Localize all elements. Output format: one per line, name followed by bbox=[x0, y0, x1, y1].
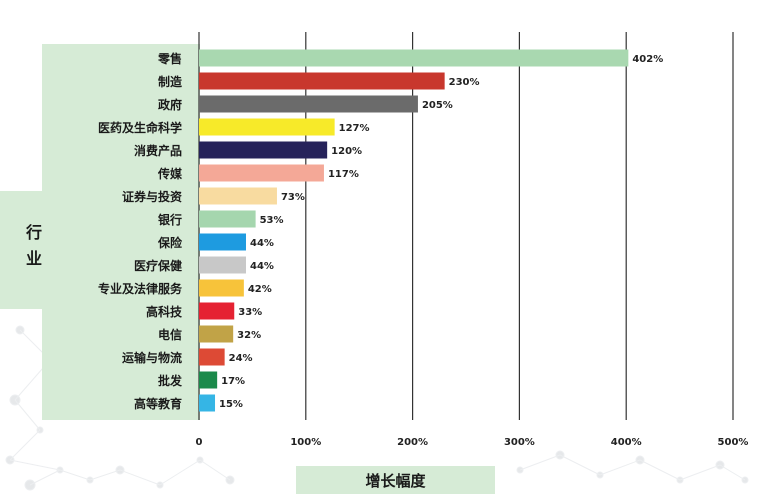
category-panel bbox=[42, 44, 200, 420]
x-tick-label: 200% bbox=[397, 437, 428, 448]
category-label: 零售 bbox=[157, 51, 182, 66]
category-label: 政府 bbox=[158, 97, 182, 112]
bar bbox=[199, 348, 225, 366]
category-label: 医药及生命科学 bbox=[98, 120, 182, 135]
y-axis-label-panel bbox=[0, 191, 64, 309]
bar bbox=[199, 302, 235, 320]
value-label: 24% bbox=[229, 353, 253, 364]
bar bbox=[199, 394, 216, 412]
category-label: 运输与物流 bbox=[122, 350, 182, 365]
bar bbox=[199, 118, 335, 136]
value-label: 32% bbox=[237, 330, 261, 341]
category-label: 电信 bbox=[158, 327, 182, 342]
category-label: 传媒 bbox=[157, 166, 183, 181]
x-axis-label: 增长幅度 bbox=[365, 471, 426, 490]
category-label: 批发 bbox=[158, 373, 183, 388]
value-label: 127% bbox=[339, 123, 370, 134]
bar bbox=[199, 371, 218, 389]
bar bbox=[199, 233, 246, 251]
x-tick-label: 400% bbox=[611, 437, 642, 448]
value-label: 33% bbox=[238, 307, 262, 318]
bar bbox=[199, 256, 246, 274]
value-label: 15% bbox=[219, 399, 243, 410]
value-label: 42% bbox=[248, 284, 272, 295]
category-label: 保险 bbox=[157, 235, 183, 250]
category-label: 证券与投资 bbox=[122, 189, 182, 204]
value-label: 73% bbox=[281, 192, 305, 203]
value-label: 17% bbox=[221, 376, 245, 387]
x-tick-label: 300% bbox=[504, 437, 535, 448]
bar bbox=[199, 325, 234, 343]
y-axis-label: 行业 bbox=[23, 224, 42, 276]
bar bbox=[199, 279, 244, 297]
category-label: 银行 bbox=[158, 212, 182, 227]
bar bbox=[199, 141, 328, 159]
x-axis-label-panel bbox=[296, 466, 495, 494]
category-label: 医疗保健 bbox=[134, 258, 183, 273]
category-label: 消费产品 bbox=[134, 143, 182, 158]
bar bbox=[199, 164, 324, 182]
x-tick-label: 100% bbox=[290, 437, 321, 448]
value-label: 117% bbox=[328, 169, 359, 180]
category-label: 高等教育 bbox=[134, 396, 182, 411]
category-label: 制造 bbox=[158, 74, 183, 89]
value-label: 230% bbox=[449, 77, 480, 88]
value-label: 120% bbox=[331, 146, 362, 157]
x-tick-label: 0 bbox=[196, 437, 203, 448]
value-label: 205% bbox=[422, 100, 453, 111]
value-label: 402% bbox=[632, 54, 663, 65]
value-label: 44% bbox=[250, 261, 274, 272]
bar bbox=[199, 72, 445, 90]
value-label: 53% bbox=[260, 215, 284, 226]
bar bbox=[199, 95, 418, 113]
value-label: 44% bbox=[250, 238, 274, 249]
category-label: 专业及法律服务 bbox=[98, 281, 183, 296]
bar bbox=[199, 49, 629, 67]
bar bbox=[199, 210, 256, 228]
bar bbox=[199, 187, 277, 205]
x-tick-label: 500% bbox=[718, 437, 749, 448]
category-label: 高科技 bbox=[146, 304, 183, 319]
